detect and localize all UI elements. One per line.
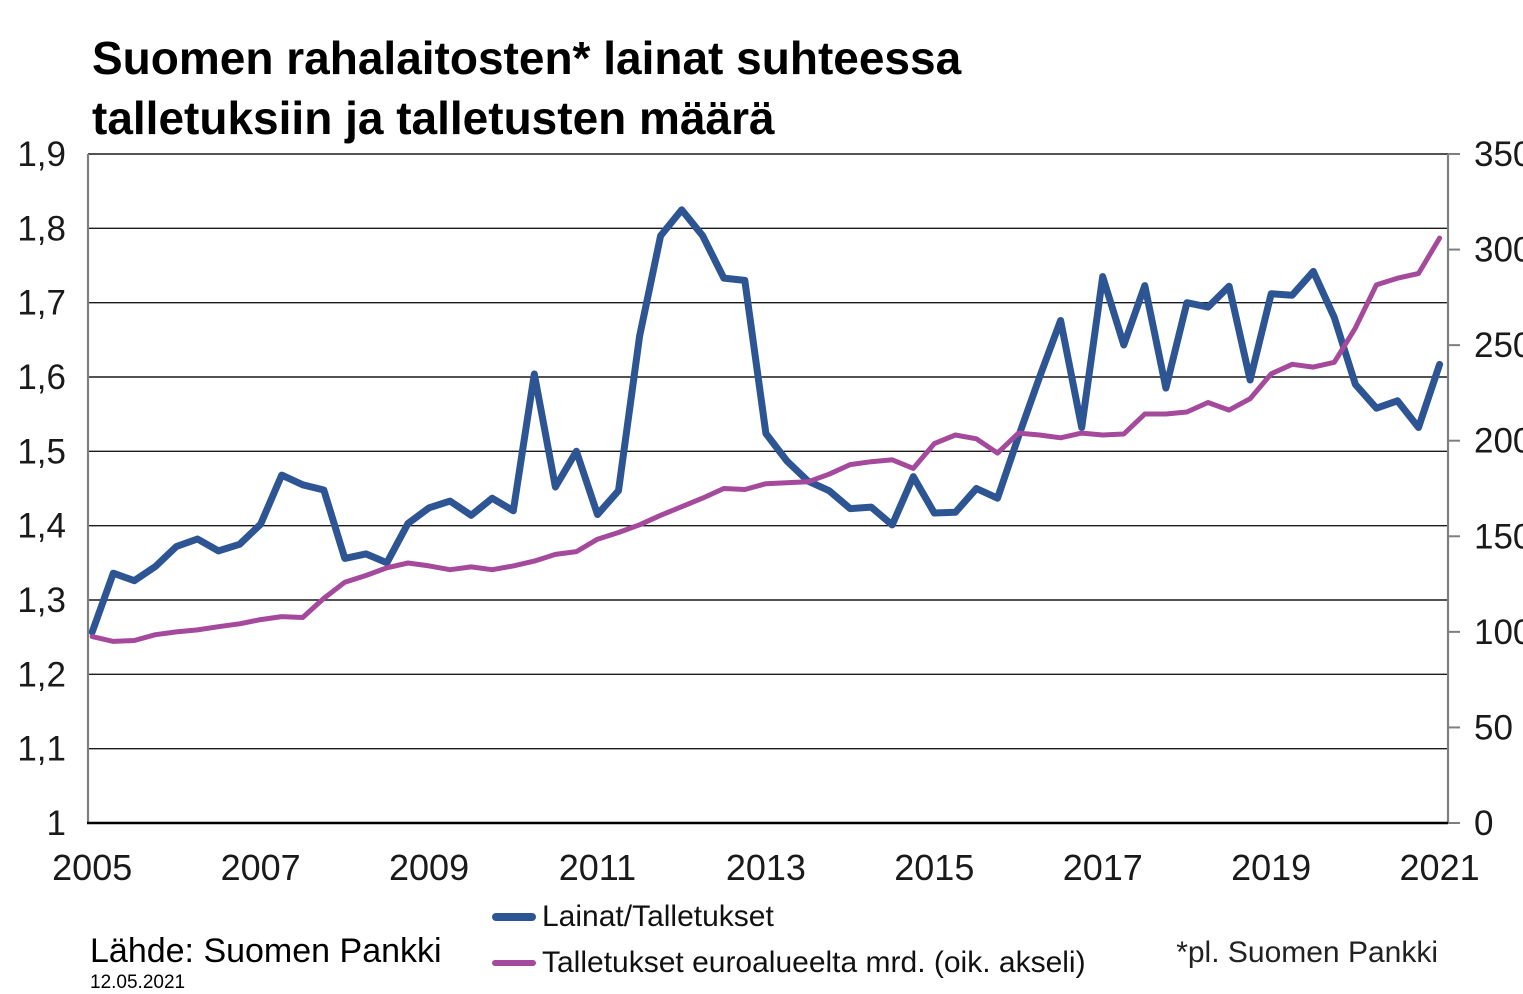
y-right-tick-label: 50 [1474,708,1513,747]
y-right-tick-label: 200 [1474,422,1523,461]
legend-item-loans: Lainat/Talletukset [492,894,1086,940]
y-left-tick-label: 1,4 [17,507,66,546]
chart-title-line1: Suomen rahalaitosten* lainat suhteessa [92,32,962,84]
y-right-tick-label: 100 [1474,613,1523,652]
x-tick-label: 2021 [1400,847,1480,888]
source-label: Lähde: Suomen Pankki [90,932,442,970]
y-left-tick-label: 1,8 [17,209,66,248]
deposits-amount-line [89,235,1443,644]
loans-to-deposits-line [88,206,1444,636]
y-right-tick-label: 250 [1474,326,1523,365]
y-left-tick-label: 1,3 [17,581,66,620]
chart-title-line2: talletuksiin ja talletusten määrä [92,92,775,144]
y-left-tick-label: 1,5 [17,432,66,471]
chart-title: Suomen rahalaitosten* lainat suhteessa t… [92,28,961,148]
loans-line-sample-icon [492,913,536,921]
legend-label-deposits: Talletukset euroalueelta mrd. (oik. akse… [542,946,1086,979]
x-tick-label: 2019 [1231,847,1311,888]
y-right-tick-label: 350 [1474,135,1523,174]
y-left-tick-label: 1,2 [17,655,66,694]
x-tick-label: 2007 [221,847,301,888]
y-left-tick-label: 1,1 [17,730,66,769]
y-right-tick-label: 150 [1474,517,1523,556]
legend-item-deposits: Talletukset euroalueelta mrd. (oik. akse… [492,940,1086,986]
x-tick-label: 2005 [52,847,132,888]
y-left-tick-label: 1,9 [17,135,66,174]
y-right-tick-label: 300 [1474,231,1523,270]
source-block: Lähde: Suomen Pankki 12.05.2021 [90,932,442,994]
source-date: 12.05.2021 [90,972,186,993]
y-right-tick-label: 0 [1474,804,1493,843]
x-tick-label: 2009 [389,847,469,888]
y-left-tick-label: 1,7 [17,284,66,323]
x-tick-label: 2011 [559,847,636,888]
chart-legend: Lainat/Talletukset Talletukset euroaluee… [492,894,1086,986]
x-tick-label: 2017 [1063,847,1143,888]
x-tick-label: 2015 [894,847,974,888]
legend-label-loans: Lainat/Talletukset [542,900,774,933]
y-left-tick-label: 1,6 [17,358,66,397]
y-left-tick-label: 1 [47,804,66,843]
x-tick-label: 2013 [726,847,806,888]
deposits-line-sample-icon [492,960,536,966]
footnote: *pl. Suomen Pankki [1176,936,1438,969]
